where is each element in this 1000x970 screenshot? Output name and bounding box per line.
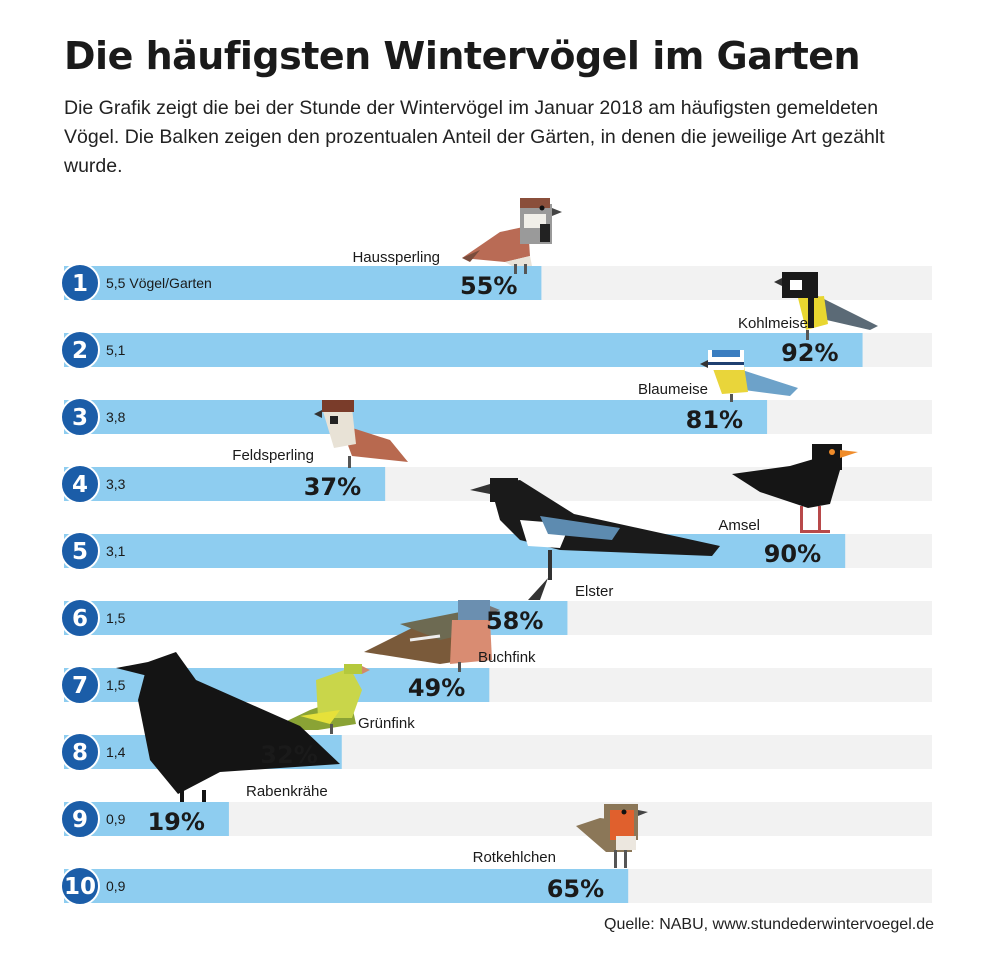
percent-label: 92% <box>781 339 838 367</box>
count-label: 1,5 <box>106 677 126 693</box>
bird-name-label: Blaumeise <box>638 381 708 398</box>
rank-label: 4 <box>72 472 88 498</box>
haussperling-illustration <box>462 198 562 274</box>
rank-label: 7 <box>72 673 88 699</box>
rank-label: 9 <box>72 807 88 833</box>
count-label: 5,5 Vögel/Garten <box>106 275 212 291</box>
page-subtitle: Die Grafik zeigt die bei der Stunde der … <box>64 97 885 177</box>
bird-name-label: Haussperling <box>352 249 440 266</box>
rank-label: 1 <box>72 271 88 297</box>
rank-circle <box>60 464 100 504</box>
bird-name-label: Buchfink <box>478 649 536 666</box>
percent-label: 55% <box>460 272 517 300</box>
bar-5 <box>64 534 846 568</box>
gruenfink-illustration <box>268 664 370 734</box>
rotkehlchen-illustration <box>576 804 648 868</box>
rank-label: 5 <box>72 539 88 565</box>
percent-label: 49% <box>408 674 465 702</box>
rank-label: 10 <box>64 874 96 900</box>
bird-name-label: Grünfink <box>358 715 415 732</box>
percent-label: 32% <box>260 741 317 769</box>
bar-3 <box>64 400 768 434</box>
percent-label: 65% <box>547 875 604 903</box>
rank-circle <box>60 598 100 638</box>
elster-illustration <box>470 478 720 600</box>
count-label: 1,4 <box>106 744 126 760</box>
bar-4 <box>64 467 386 501</box>
count-label: 3,1 <box>106 543 126 559</box>
source-note: Quelle: NABU, www.stundederwintervoegel.… <box>604 916 934 933</box>
blaumeise-illustration <box>700 350 798 402</box>
rank-circle <box>60 397 100 437</box>
count-label: 0,9 <box>106 878 126 894</box>
percent-label: 81% <box>686 406 743 434</box>
page-title: Die häufigsten Wintervögel im Garten <box>64 34 861 78</box>
bar-10 <box>64 869 629 903</box>
bird-name-label: Kohlmeise <box>738 315 808 332</box>
rank-label: 8 <box>72 740 88 766</box>
bar-1 <box>64 266 542 300</box>
percent-label: 58% <box>486 607 543 635</box>
count-label: 1,5 <box>106 610 126 626</box>
rank-circle <box>60 330 100 370</box>
feldsperling-illustration <box>314 400 408 468</box>
rabenkraehe-illustration <box>116 652 340 802</box>
amsel-illustration <box>732 444 858 533</box>
buchfink-illustration <box>364 600 500 672</box>
rank-circle <box>60 732 100 772</box>
rank-label: 6 <box>72 606 88 632</box>
bird-name-label: Feldsperling <box>232 447 314 464</box>
bird-name-label: Elster <box>575 583 613 600</box>
rank-circle <box>60 799 100 839</box>
bird-name-label: Rabenkrähe <box>246 783 328 800</box>
percent-label: 19% <box>147 808 204 836</box>
count-label: 5,1 <box>106 342 126 358</box>
percent-label: 90% <box>764 540 821 568</box>
rank-label: 2 <box>72 338 88 364</box>
rank-circle <box>60 531 100 571</box>
rank-circle <box>60 866 100 906</box>
count-label: 3,3 <box>106 476 126 492</box>
rank-label: 3 <box>72 405 88 431</box>
bird-name-label: Amsel <box>718 517 760 534</box>
bar-7 <box>64 668 490 702</box>
kohlmeise-illustration <box>774 272 878 340</box>
percent-label: 37% <box>304 473 361 501</box>
count-label: 0,9 <box>106 811 126 827</box>
rank-circle <box>60 263 100 303</box>
rank-circle <box>60 665 100 705</box>
bird-name-label: Rotkehlchen <box>473 849 556 866</box>
count-label: 3,8 <box>106 409 126 425</box>
